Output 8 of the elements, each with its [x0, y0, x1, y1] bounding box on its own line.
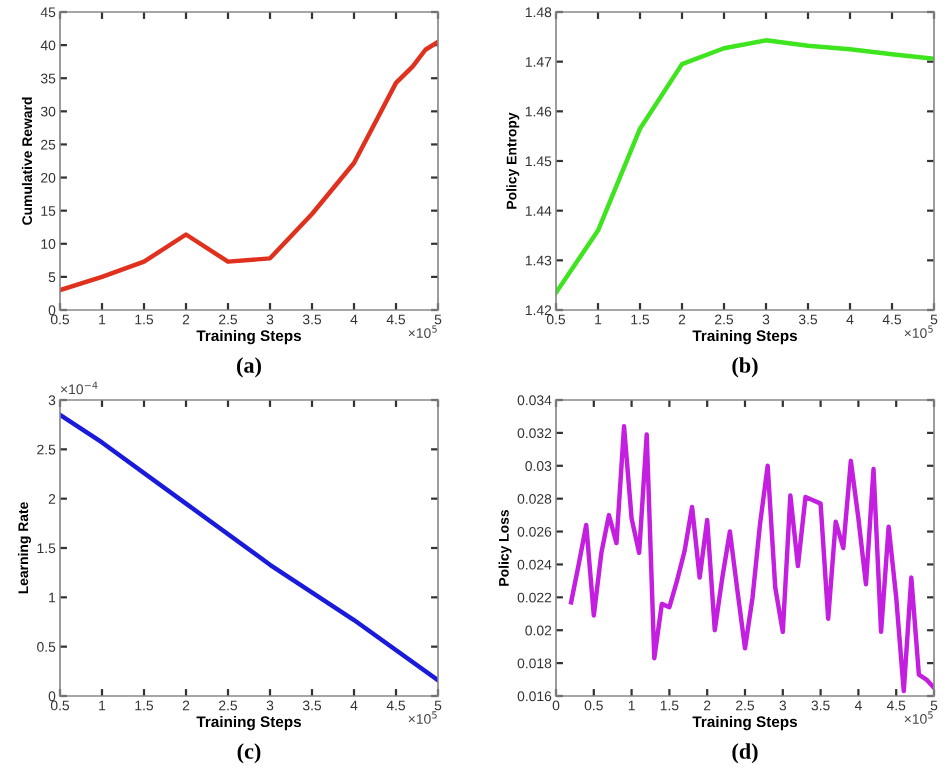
line-series — [556, 38, 934, 295]
line-series — [60, 412, 438, 683]
text: (c) — [237, 743, 261, 764]
line-series — [568, 424, 934, 694]
line-series — [60, 39, 438, 293]
text: (d) — [732, 743, 758, 764]
text: (b) — [732, 357, 758, 378]
text: (a) — [237, 357, 261, 378]
